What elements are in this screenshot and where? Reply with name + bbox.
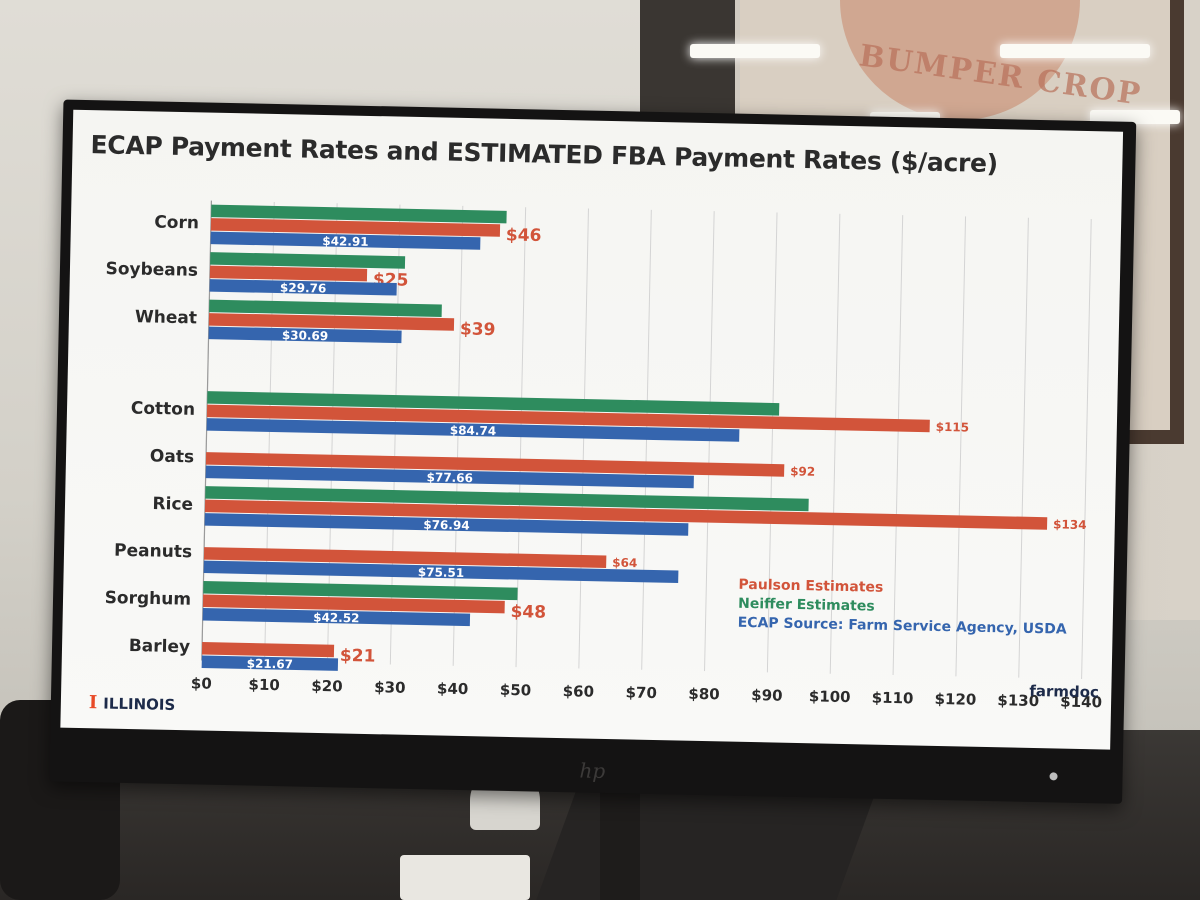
gridline <box>1081 219 1092 679</box>
desk-object <box>400 855 530 900</box>
illinois-logo: I ILLINOIS <box>89 692 176 715</box>
data-label-ecap-cotton: $84.74 <box>450 423 497 438</box>
x-tick-label: $140 <box>1060 693 1102 712</box>
bar-sorghum-neiffer <box>203 581 518 601</box>
bar-rice-neiffer <box>205 486 809 512</box>
bar-peanuts-paulson <box>203 547 607 568</box>
x-tick-label: $20 <box>311 677 343 696</box>
category-label-peanuts: Peanuts <box>114 541 192 563</box>
x-tick-label: $50 <box>500 681 532 700</box>
category-label-wheat: Wheat <box>135 307 197 328</box>
category-label-soybeans: Soybeans <box>105 259 198 281</box>
bar-sorghum-paulson <box>202 594 505 614</box>
hp-logo: hp <box>579 758 606 784</box>
bar-wheat-paulson <box>208 313 455 331</box>
bar-cotton-paulson <box>206 404 930 433</box>
gridline <box>766 212 778 673</box>
data-label-ecap-corn: $42.91 <box>322 234 369 249</box>
bar-soybeans-paulson <box>209 265 368 282</box>
category-label-sorghum: Sorghum <box>104 588 191 610</box>
bar-soybeans-ecap <box>209 279 397 296</box>
bar-cotton-ecap <box>206 418 740 442</box>
x-tick-label: $100 <box>809 687 851 706</box>
data-label-paulson-rice: $134 <box>1053 517 1087 532</box>
data-label-ecap-peanuts: $75.51 <box>418 565 465 580</box>
bar-rice-paulson <box>204 499 1048 530</box>
bar-oats-ecap <box>205 465 694 489</box>
chart-legend: Paulson Estimates Neiffer Estimates ECAP… <box>737 576 1067 640</box>
x-tick-label: $40 <box>437 679 469 698</box>
screen: ECAP Payment Rates and ESTIMATED FBA Pay… <box>60 109 1124 750</box>
bar-corn-paulson <box>210 218 501 237</box>
category-label-oats: Oats <box>150 446 195 467</box>
category-label-cotton: Cotton <box>131 399 196 420</box>
gridline <box>829 213 841 674</box>
bar-oats-paulson <box>205 452 785 477</box>
category-label-barley: Barley <box>129 636 191 657</box>
bar-barley-paulson <box>201 642 335 658</box>
ceiling-light <box>690 44 820 58</box>
x-tick-label: $80 <box>688 685 720 704</box>
data-label-paulson-corn: $46 <box>506 225 542 246</box>
bar-chart: $0 $10 $20 $30 $40 $50 $60 $70 $80 $90 $100 $110 $12… <box>104 200 1102 712</box>
illinois-i-mark: I <box>88 692 98 714</box>
data-label-paulson-peanuts: $64 <box>612 556 637 571</box>
x-tick-label: $90 <box>751 686 783 705</box>
x-tick-label: $110 <box>872 689 914 708</box>
gridline <box>1018 217 1029 678</box>
x-tick-label: $60 <box>563 682 595 701</box>
illinois-logo-text: ILLINOIS <box>103 694 176 714</box>
data-label-ecap-soybeans: $29.76 <box>280 281 327 296</box>
bar-wheat-neiffer <box>209 299 442 317</box>
x-tick-label: $130 <box>997 691 1039 710</box>
bar-corn-neiffer <box>211 204 507 224</box>
data-label-ecap-rice: $76.94 <box>423 518 470 533</box>
category-label-rice: Rice <box>152 494 193 515</box>
data-label-ecap-oats: $77.66 <box>426 470 473 485</box>
x-tick-label: $70 <box>625 683 657 702</box>
data-label-paulson-sorghum: $48 <box>510 602 546 623</box>
x-tick-label: $120 <box>934 690 976 709</box>
gridline <box>892 215 904 676</box>
bar-sorghum-ecap <box>202 608 471 627</box>
bar-cotton-neiffer <box>207 391 780 416</box>
data-label-ecap-barley: $21.67 <box>247 656 294 671</box>
data-label-paulson-barley: $21 <box>340 646 376 667</box>
gridline <box>955 216 967 677</box>
power-indicator <box>1049 772 1058 781</box>
bar-barley-ecap <box>201 655 339 671</box>
category-label-corn: Corn <box>154 212 199 233</box>
data-label-ecap-sorghum: $42.52 <box>313 610 360 625</box>
x-tick-label: $30 <box>374 678 406 697</box>
bar-wheat-ecap <box>208 326 402 344</box>
x-tick-label: $10 <box>248 676 280 695</box>
bar-peanuts-ecap <box>203 560 679 584</box>
ceiling-light <box>1000 44 1150 58</box>
bar-rice-ecap <box>204 513 689 536</box>
data-label-paulson-wheat: $39 <box>460 319 496 340</box>
bar-soybeans-neiffer <box>210 252 406 269</box>
bar-corn-ecap <box>210 231 481 250</box>
data-label-paulson-cotton: $115 <box>936 420 970 435</box>
data-label-paulson-oats: $92 <box>790 464 815 479</box>
farmdoc-logo: farmdoc <box>1029 681 1100 702</box>
data-label-ecap-wheat: $30.69 <box>282 328 329 343</box>
monitor: ECAP Payment Rates and ESTIMATED FBA Pay… <box>49 99 1137 804</box>
x-tick-label: $0 <box>191 674 212 692</box>
